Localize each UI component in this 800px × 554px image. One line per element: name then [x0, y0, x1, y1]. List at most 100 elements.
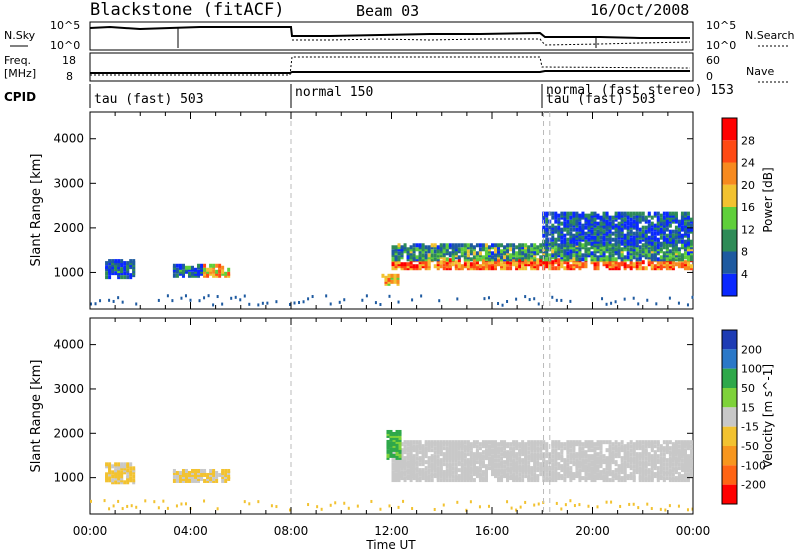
heatmap-cell-0-5 — [500, 243, 504, 248]
heatmap-cell-1-2 — [454, 474, 458, 479]
heatmap-cell-1-2 — [481, 454, 485, 459]
heatmap-cell-0-6 — [575, 217, 579, 222]
heatmap-cell-0-5 — [653, 253, 657, 258]
heatmap-cell-0-5 — [490, 255, 494, 260]
heatmap-cell-0-4 — [635, 266, 639, 271]
ground-scatter-cell — [121, 507, 124, 511]
freq-tick-low: 8 — [66, 70, 73, 83]
heatmap-cell-0-6 — [569, 239, 573, 244]
ground-scatter-cell — [248, 302, 251, 306]
heatmap-cell-0-5 — [497, 251, 501, 256]
heatmap-cell-0-2 — [209, 269, 213, 274]
heatmap-cell-0-4 — [560, 262, 564, 267]
heatmap-cell-1-2 — [509, 474, 513, 479]
heatmap-cell-1-2 — [481, 476, 485, 481]
heatmap-cell-0-6 — [641, 229, 645, 234]
heatmap-cell-0-5 — [545, 249, 549, 254]
heatmap-cell-0-6 — [596, 213, 600, 218]
heatmap-cell-0-6 — [635, 215, 639, 220]
heatmap-cell-0-5 — [641, 251, 645, 256]
heatmap-cell-0-5 — [506, 247, 510, 252]
heatmap-cell-0-6 — [626, 215, 630, 220]
heatmap-cell-1-2 — [575, 440, 579, 445]
heatmap-cell-0-5 — [620, 251, 624, 256]
ground-scatter-cell — [234, 295, 237, 299]
heatmap-cell-0-5 — [421, 243, 425, 248]
heatmap-cell-0-6 — [557, 233, 561, 238]
heatmap-cell-0-6 — [551, 229, 555, 234]
ground-scatter-cell — [578, 503, 581, 507]
heatmap-cell-1-2 — [578, 446, 582, 451]
heatmap-cell-0-2 — [215, 271, 219, 276]
ground-scatter-cell — [112, 299, 115, 303]
heatmap-cell-0-6 — [668, 235, 672, 240]
heatmap-cell-1-2 — [683, 478, 687, 483]
heatmap-cell-0-4 — [557, 262, 561, 267]
heatmap-cell-0-6 — [596, 241, 600, 246]
heatmap-cell-0-6 — [668, 217, 672, 222]
heatmap-cell-0-6 — [572, 239, 576, 244]
heatmap-cell-0-4 — [472, 258, 476, 263]
freq-panel-frame — [89, 52, 694, 82]
heatmap-cell-0-6 — [689, 217, 693, 222]
heatmap-cell-1-2 — [457, 460, 461, 465]
heatmap-cell-1-2 — [533, 472, 537, 477]
heatmap-cell-0-5 — [611, 245, 615, 250]
heatmap-cell-0-4 — [418, 264, 422, 269]
heatmap-cell-1-2 — [653, 450, 657, 455]
heatmap-cell-0-5 — [421, 247, 425, 252]
heatmap-cell-0-6 — [569, 237, 573, 242]
ground-scatter-cell — [456, 297, 459, 301]
heatmap-cell-0-6 — [659, 227, 663, 232]
heatmap-cell-1-2 — [518, 456, 522, 461]
heatmap-cell-0-6 — [599, 215, 603, 220]
heatmap-cell-0-5 — [554, 253, 558, 258]
heatmap-cell-0-5 — [569, 243, 573, 248]
heatmap-cell-0-0 — [114, 267, 118, 272]
heatmap-cell-0-4 — [569, 266, 573, 271]
heatmap-cell-0-5 — [668, 257, 672, 262]
colorbar-tick-label: 28 — [741, 134, 755, 147]
heatmap-cell-0-5 — [445, 249, 449, 254]
heatmap-cell-0-6 — [560, 239, 564, 244]
heatmap-cell-0-5 — [427, 257, 431, 262]
heatmap-cell-0-6 — [572, 211, 576, 216]
heatmap-cell-0-6 — [599, 235, 603, 240]
heatmap-cell-0-6 — [674, 213, 678, 218]
heatmap-cell-1-2 — [668, 468, 672, 473]
heatmap-cell-0-5 — [617, 255, 621, 260]
heatmap-cell-0-5 — [424, 245, 428, 250]
heatmap-cell-0-4 — [554, 258, 558, 263]
heatmap-cell-1-2 — [539, 440, 543, 445]
heatmap-cell-0-2 — [206, 273, 210, 278]
heatmap-cell-0-5 — [656, 251, 660, 256]
heatmap-cell-0-5 — [578, 247, 582, 252]
heatmap-cell-0-1 — [200, 263, 204, 268]
heatmap-cell-0-6 — [557, 213, 561, 218]
heatmap-cell-0-5 — [466, 255, 470, 260]
heatmap-cell-0-5 — [451, 247, 455, 252]
heatmap-cell-1-2 — [626, 474, 630, 479]
nsky-label: N.Sky — [4, 29, 36, 42]
ground-scatter-cell — [456, 500, 459, 504]
heatmap-cell-0-6 — [617, 211, 621, 216]
heatmap-cell-0-5 — [671, 245, 675, 250]
heatmap-cell-0-5 — [524, 251, 528, 256]
heatmap-cell-0-6 — [599, 227, 603, 232]
heatmap-cell-0-6 — [572, 223, 576, 228]
heatmap-cell-0-6 — [635, 233, 639, 238]
heatmap-cell-0-5 — [611, 247, 615, 252]
heatmap-cell-0-6 — [563, 237, 567, 242]
heatmap-cell-0-6 — [632, 225, 636, 230]
heatmap-cell-0-4 — [572, 266, 576, 271]
heatmap-cell-0-6 — [626, 239, 630, 244]
heatmap-cell-0-5 — [421, 257, 425, 262]
ground-scatter-cell — [162, 499, 165, 503]
heatmap-cell-1-2 — [632, 464, 636, 469]
heatmap-cell-0-5 — [497, 245, 501, 250]
heatmap-cell-0-4 — [490, 264, 494, 269]
freq-label-1: Freq. — [4, 54, 31, 67]
heatmap-cell-0-6 — [626, 211, 630, 216]
heatmap-cell-0-4 — [509, 262, 513, 267]
heatmap-cell-0-0 — [132, 263, 136, 268]
